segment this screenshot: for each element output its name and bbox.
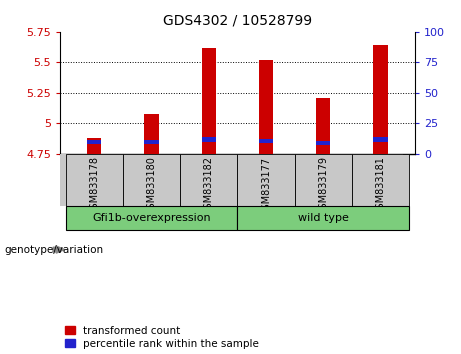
Bar <box>87 140 101 144</box>
Text: wild type: wild type <box>298 213 349 223</box>
Legend: transformed count, percentile rank within the sample: transformed count, percentile rank withi… <box>65 326 259 349</box>
Title: GDS4302 / 10528799: GDS4302 / 10528799 <box>163 14 312 28</box>
Bar <box>237 154 295 206</box>
Text: GSM833179: GSM833179 <box>318 156 328 216</box>
Bar <box>65 154 123 206</box>
Bar <box>144 140 159 144</box>
Bar <box>373 45 388 154</box>
Text: Gfi1b-overexpression: Gfi1b-overexpression <box>92 213 211 223</box>
Text: GSM833182: GSM833182 <box>204 156 214 216</box>
Bar <box>316 141 331 145</box>
Bar <box>180 154 237 206</box>
Bar <box>123 154 180 206</box>
Bar <box>295 154 352 206</box>
Bar <box>237 206 409 230</box>
Bar <box>87 138 101 154</box>
Bar <box>65 206 237 230</box>
Text: GSM833178: GSM833178 <box>89 156 99 216</box>
Bar <box>316 98 331 154</box>
Bar <box>201 137 216 142</box>
Bar <box>259 139 273 143</box>
Bar <box>352 154 409 206</box>
Bar <box>201 48 216 154</box>
Bar <box>144 114 159 154</box>
Text: GSM833181: GSM833181 <box>376 156 385 215</box>
Text: GSM833180: GSM833180 <box>147 156 157 215</box>
Text: GSM833177: GSM833177 <box>261 156 271 216</box>
Bar <box>373 137 388 142</box>
Text: genotype/variation: genotype/variation <box>5 245 104 255</box>
Bar <box>259 60 273 154</box>
